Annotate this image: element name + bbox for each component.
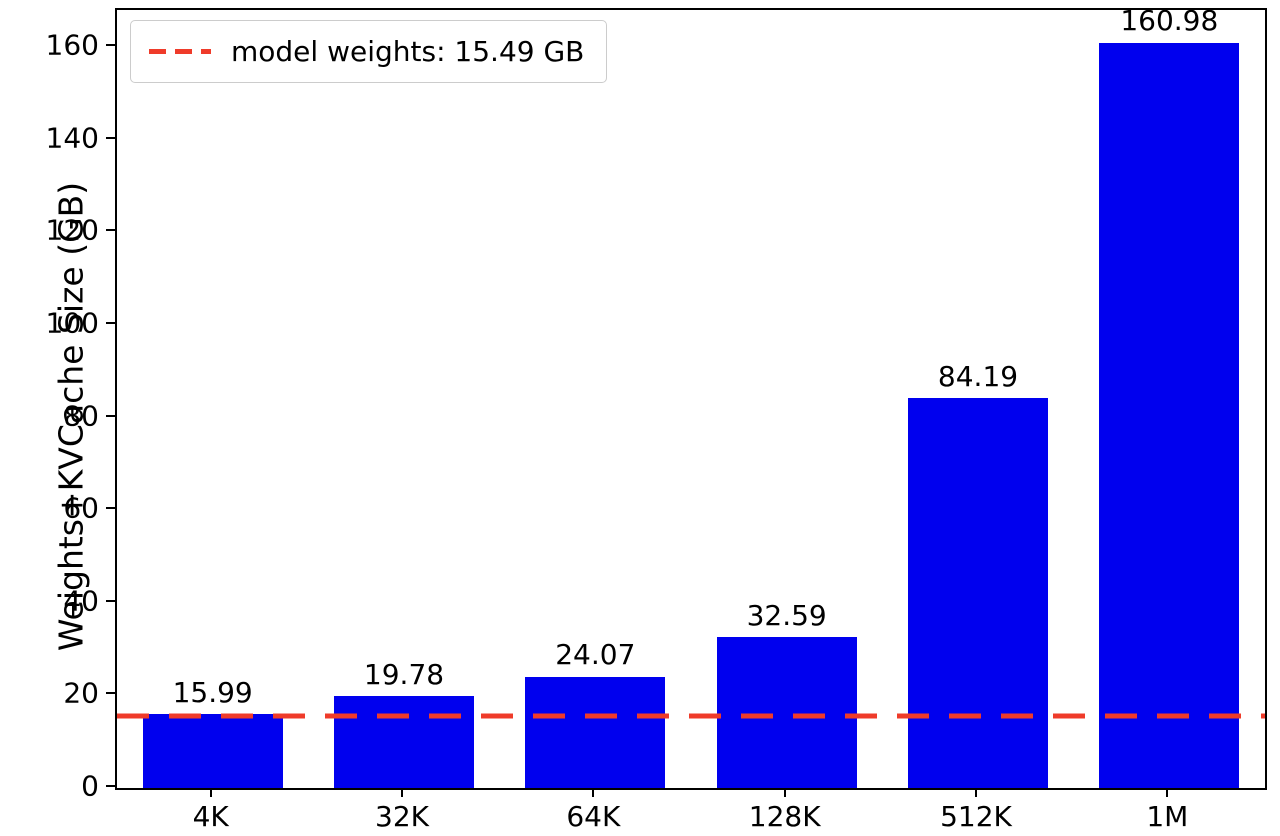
y-tick-mark-20 [106,692,115,695]
y-tick-label-140: 140 [45,121,99,155]
y-tick-label-40: 40 [63,584,99,618]
y-tick-mark-0 [106,785,115,787]
bar-128K [716,637,857,788]
legend: model weights: 15.49 GB [130,20,608,83]
x-tick-mark-4K [209,788,212,797]
y-tick-mark-160 [106,44,115,47]
y-tick-label-160: 160 [45,28,99,62]
bar-4K [142,713,283,788]
bar-value-label-128K: 32.59 [746,598,827,632]
x-tick-mark-128K [783,788,786,797]
model-weights-threshold-line [117,713,1265,719]
x-tick-label-512K: 512K [940,800,1012,833]
y-tick-label-20: 20 [63,676,99,710]
bar-value-label-32K: 19.78 [363,658,445,692]
bar-32K [334,696,474,788]
bar-value-label-64K: 24.07 [555,638,636,672]
x-tick-mark-512K [975,788,977,797]
y-tick-mark-80 [106,414,115,417]
x-tick-label-4K: 4K [192,800,229,833]
bars-layer: 15.99 19.78 24.07 32.59 84.19 160.98 [117,6,1265,788]
y-tick-label-80: 80 [63,399,99,433]
x-tick-label-1M: 1M [1146,800,1189,833]
y-tick-label-120: 120 [45,213,99,247]
y-tick-mark-40 [106,599,115,602]
dashed-line-icon [149,49,211,54]
x-tick-mark-32K [401,788,403,797]
y-tick-mark-60 [106,507,115,510]
x-tick-mark-1M [1166,788,1169,797]
bar-value-label-512K: 84.19 [937,359,1019,393]
x-tick-mark-64K [592,788,595,797]
y-tick-mark-100 [106,321,115,324]
x-tick-label-32K: 32K [375,800,429,833]
y-tick-label-60: 60 [63,491,99,525]
bar-64K [525,676,666,788]
bar-512K [908,398,1048,788]
y-tick-mark-140 [106,136,115,139]
y-tick-label-0: 0 [81,769,99,803]
x-tick-label-128K: 128K [748,800,821,833]
bar-1M [1099,42,1240,788]
legend-label: model weights: 15.49 GB [231,35,585,68]
y-tick-mark-120 [106,229,115,232]
bar-value-label-1M: 160.98 [1120,4,1219,38]
plot-area: 15.99 19.78 24.07 32.59 84.19 160.98 model we… [115,6,1267,790]
bar-value-label-4K: 15.99 [172,675,253,709]
y-tick-label-100: 100 [45,306,99,340]
x-tick-label-64K: 64K [566,800,621,833]
